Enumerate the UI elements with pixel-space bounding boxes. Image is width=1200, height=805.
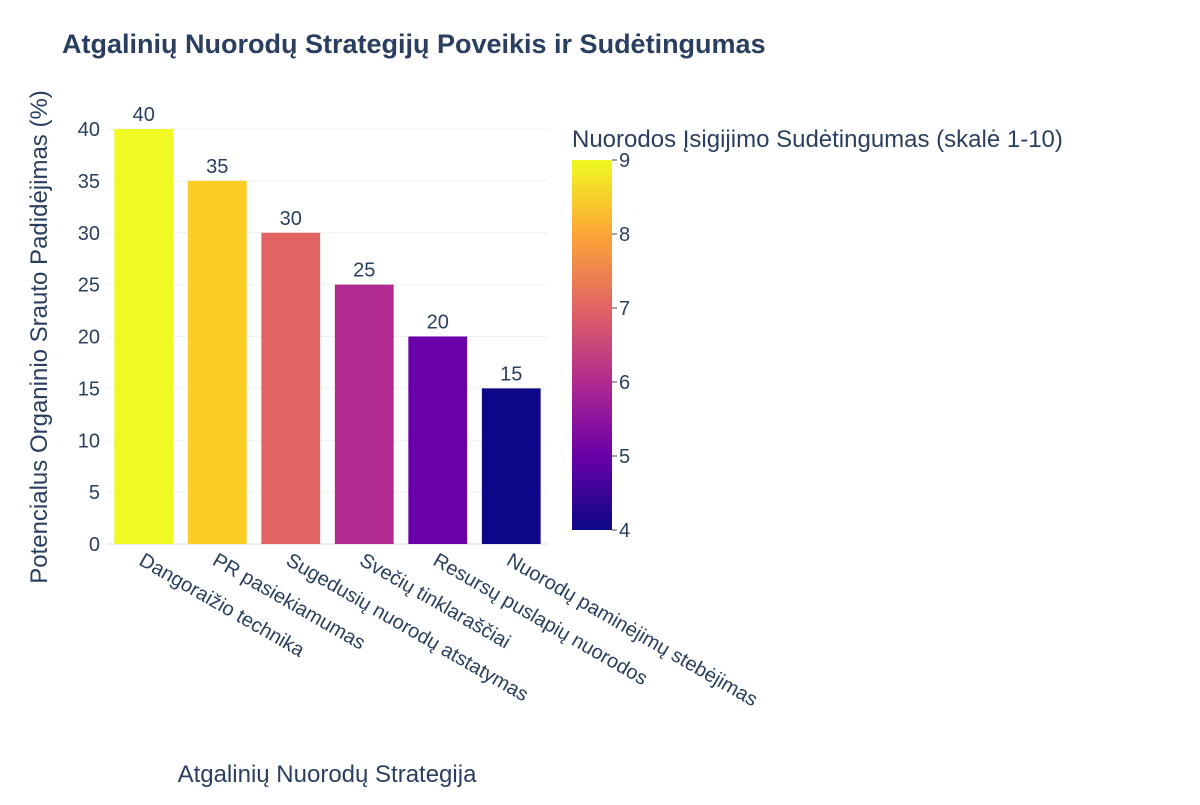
y-tick-label: 40 — [78, 119, 100, 141]
bar-data-label: 30 — [280, 208, 302, 230]
bar[interactable] — [261, 232, 321, 544]
bars: 40 35 30 25 20 15 — [114, 104, 541, 545]
colorbar-tick-label: 9 — [619, 150, 630, 172]
bar[interactable] — [114, 129, 174, 544]
bar-data-label: 40 — [133, 104, 155, 126]
colorbar-ticks: 4 5 6 7 8 9 — [612, 150, 630, 542]
chart-title: Atgalinių Nuorodų Strategijų Poveikis ir… — [62, 29, 766, 59]
y-tick-label: 5 — [89, 482, 100, 504]
colorbar — [572, 160, 612, 530]
bar-data-label: 35 — [206, 156, 228, 178]
colorbar-tick-label: 7 — [619, 298, 630, 320]
y-tick-label: 10 — [78, 430, 100, 452]
bar-data-label: 20 — [427, 312, 449, 334]
y-axis-title: Potencialus Organinio Srauto Padidėjimas… — [26, 90, 53, 584]
x-axis-title: Atgalinių Nuorodų Strategija — [178, 761, 478, 788]
bar-data-label: 15 — [500, 363, 522, 385]
bar[interactable] — [334, 284, 394, 544]
bar[interactable] — [481, 388, 541, 544]
y-tick-label: 20 — [78, 327, 100, 349]
bar-data-label: 25 — [353, 260, 375, 282]
colorbar-tick-label: 4 — [619, 520, 630, 542]
bar[interactable] — [187, 180, 247, 544]
colorbar-tick-label: 5 — [619, 446, 630, 468]
colorbar-tick-label: 6 — [619, 372, 630, 394]
y-tick-label: 30 — [78, 223, 100, 245]
y-axis-ticks: 0 5 10 15 20 25 30 35 40 — [78, 119, 100, 556]
y-tick-label: 15 — [78, 378, 100, 400]
y-tick-label: 25 — [78, 275, 100, 297]
colorbar-title: Nuorodos Įsigijimo Sudėtingumas (skalė 1… — [572, 126, 1063, 153]
y-tick-label: 35 — [78, 171, 100, 193]
bar[interactable] — [408, 336, 468, 545]
y-tick-label: 0 — [89, 534, 100, 556]
colorbar-tick-label: 8 — [619, 224, 630, 246]
gridlines — [107, 128, 548, 545]
